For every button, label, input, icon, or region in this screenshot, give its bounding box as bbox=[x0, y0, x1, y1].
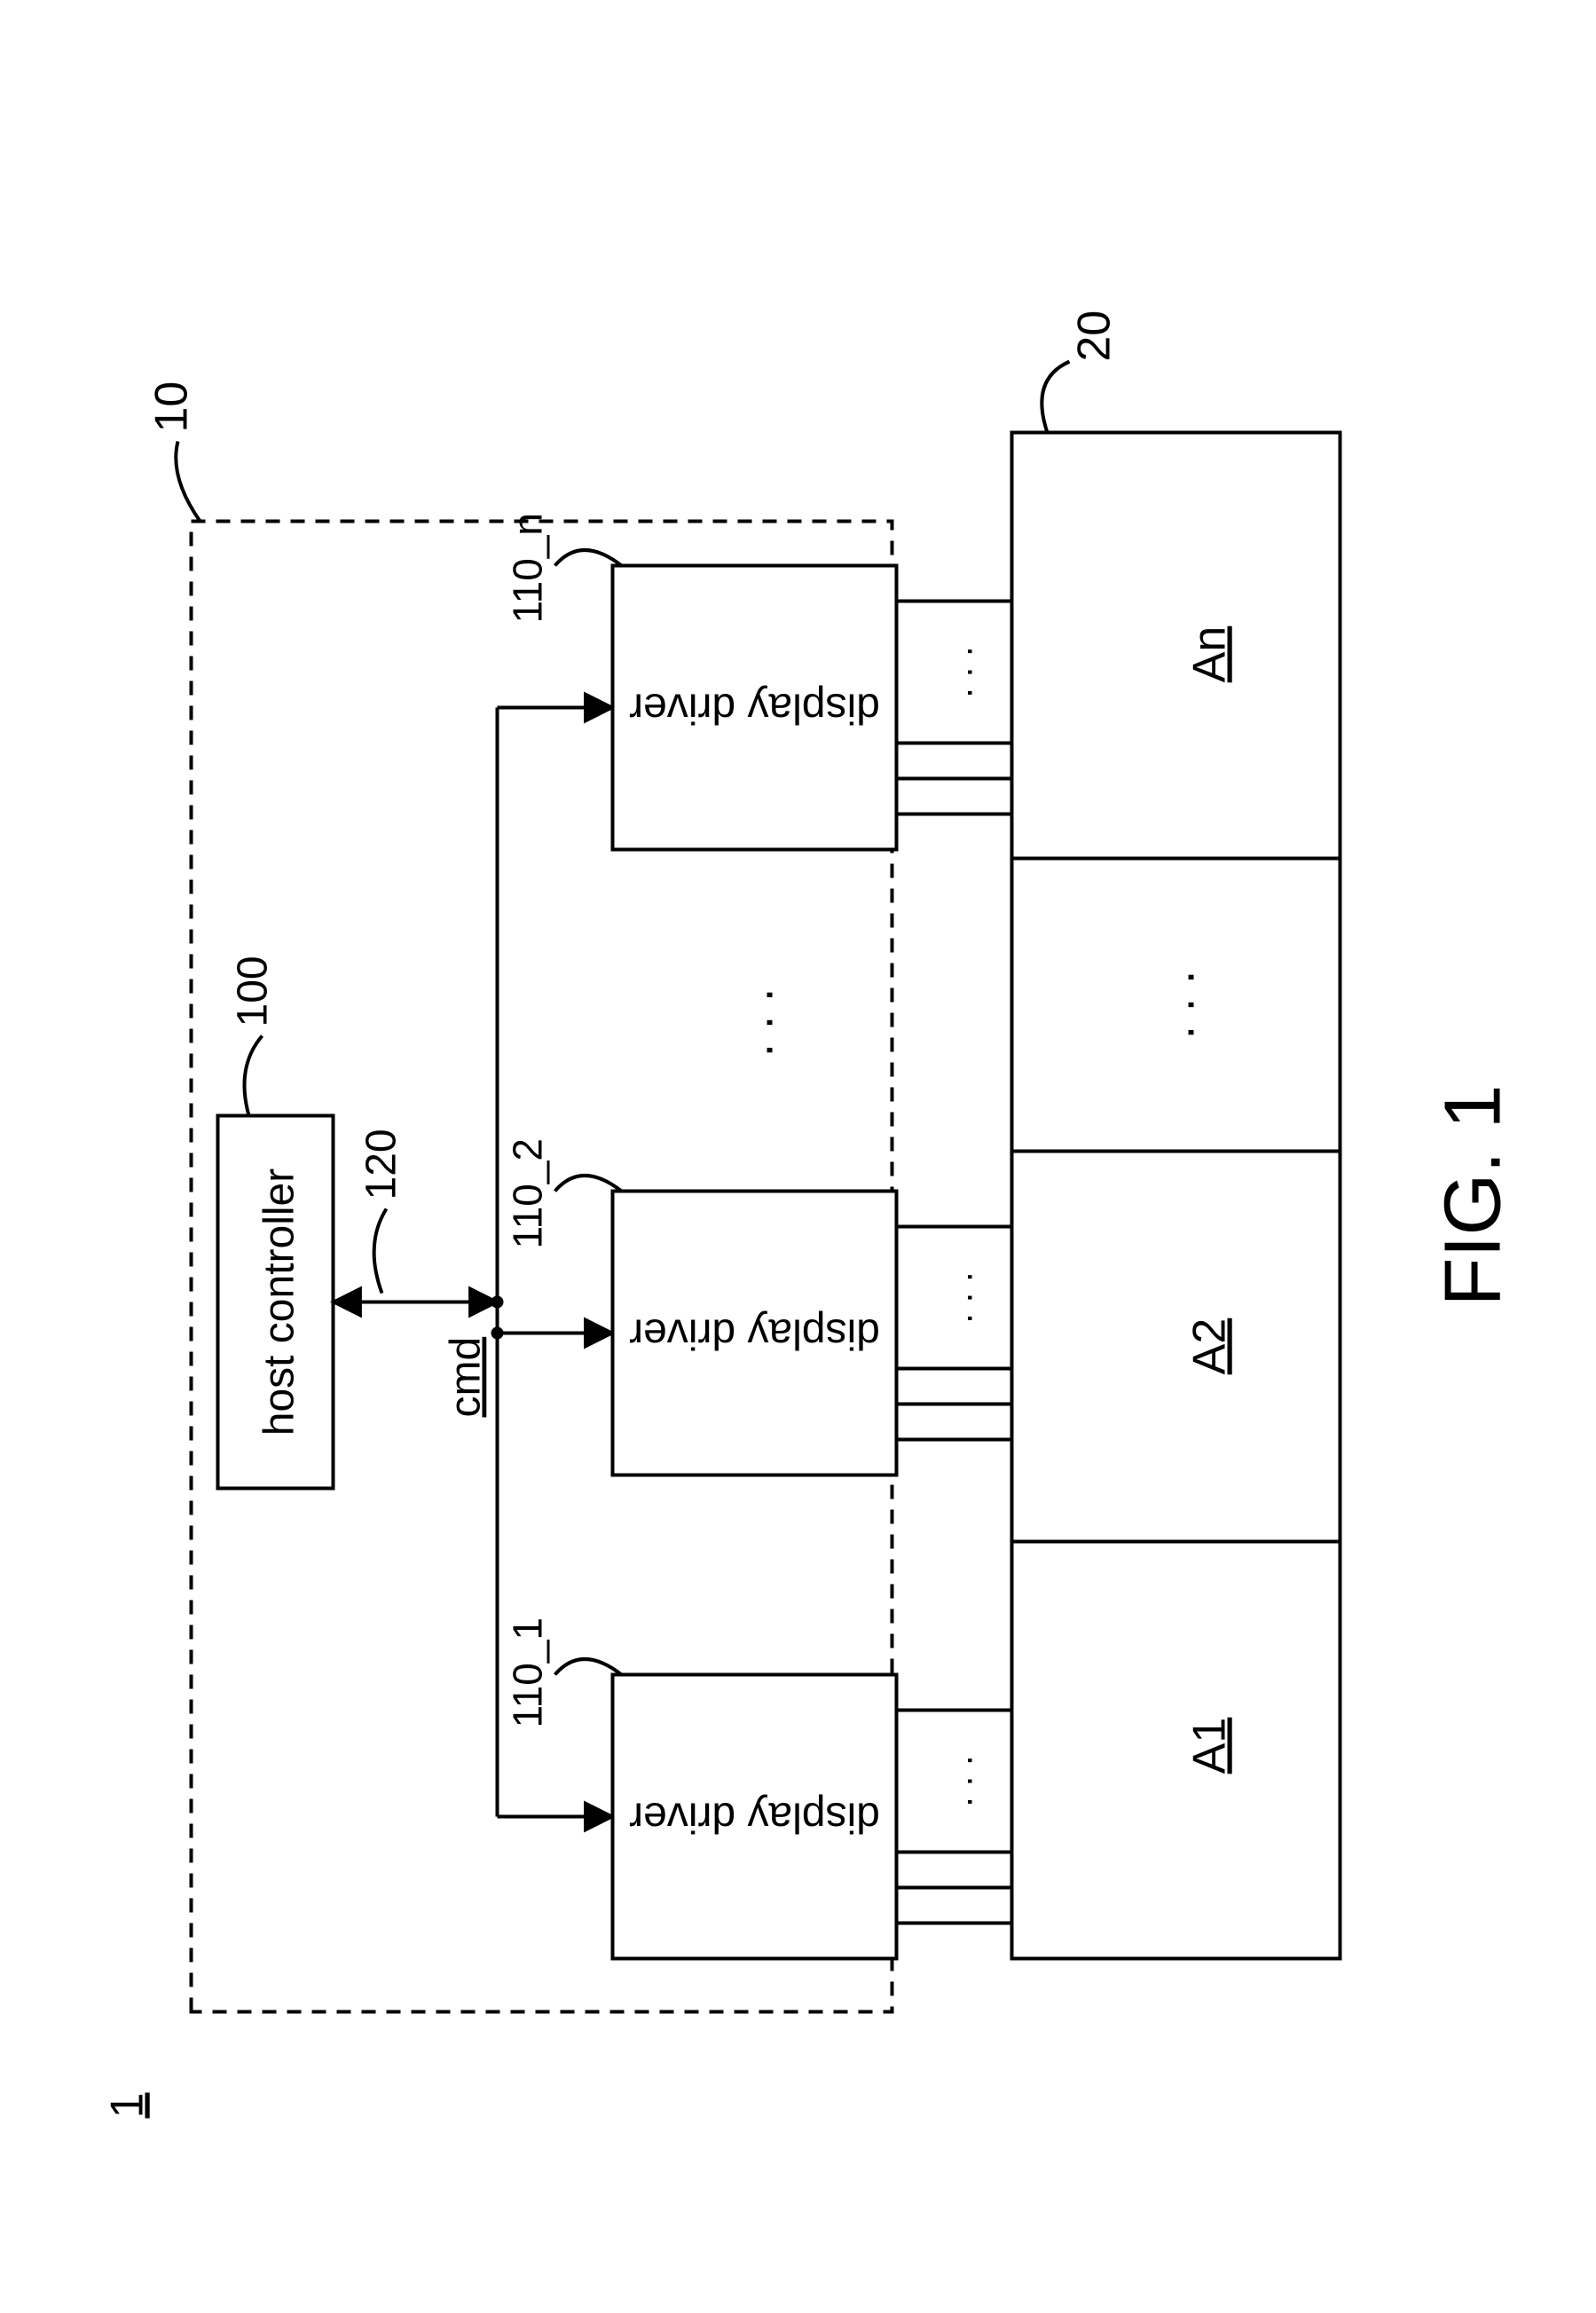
bus-ref: 120 bbox=[358, 1129, 405, 1200]
figure-label: FIG. 1 bbox=[1428, 1084, 1517, 1306]
panel-ref: 20 bbox=[1068, 310, 1120, 361]
driver-n-out-ellipsis: . . . bbox=[938, 646, 979, 697]
panel-box bbox=[1011, 432, 1340, 1958]
area-2-label: A2 bbox=[1183, 1318, 1235, 1374]
driver-1-out-ellipsis: . . . bbox=[938, 1755, 979, 1806]
driver-2-out-ellipsis: . . . bbox=[938, 1271, 979, 1323]
driver-n-text: display driver bbox=[629, 684, 880, 731]
area-1-label: A1 bbox=[1183, 1717, 1235, 1774]
area-n-label: An bbox=[1183, 625, 1235, 682]
drivers-ellipsis: . . . bbox=[727, 987, 782, 1057]
driver-n-ref: 110_n bbox=[504, 512, 550, 623]
module-ref: 10 bbox=[145, 381, 197, 432]
areas-ellipsis: . . . bbox=[1148, 970, 1204, 1039]
system-label: 1 bbox=[101, 2092, 153, 2118]
cmd-label: cmd bbox=[442, 1336, 489, 1417]
driver-1-ref: 110_1 bbox=[504, 1617, 550, 1727]
driver-2-ref: 110_2 bbox=[504, 1137, 550, 1248]
host-controller-text: host controller bbox=[256, 1168, 303, 1435]
driver-1-text: display driver bbox=[629, 1793, 880, 1840]
host-ref: 100 bbox=[229, 956, 276, 1027]
driver-2-text: display driver bbox=[629, 1310, 880, 1357]
